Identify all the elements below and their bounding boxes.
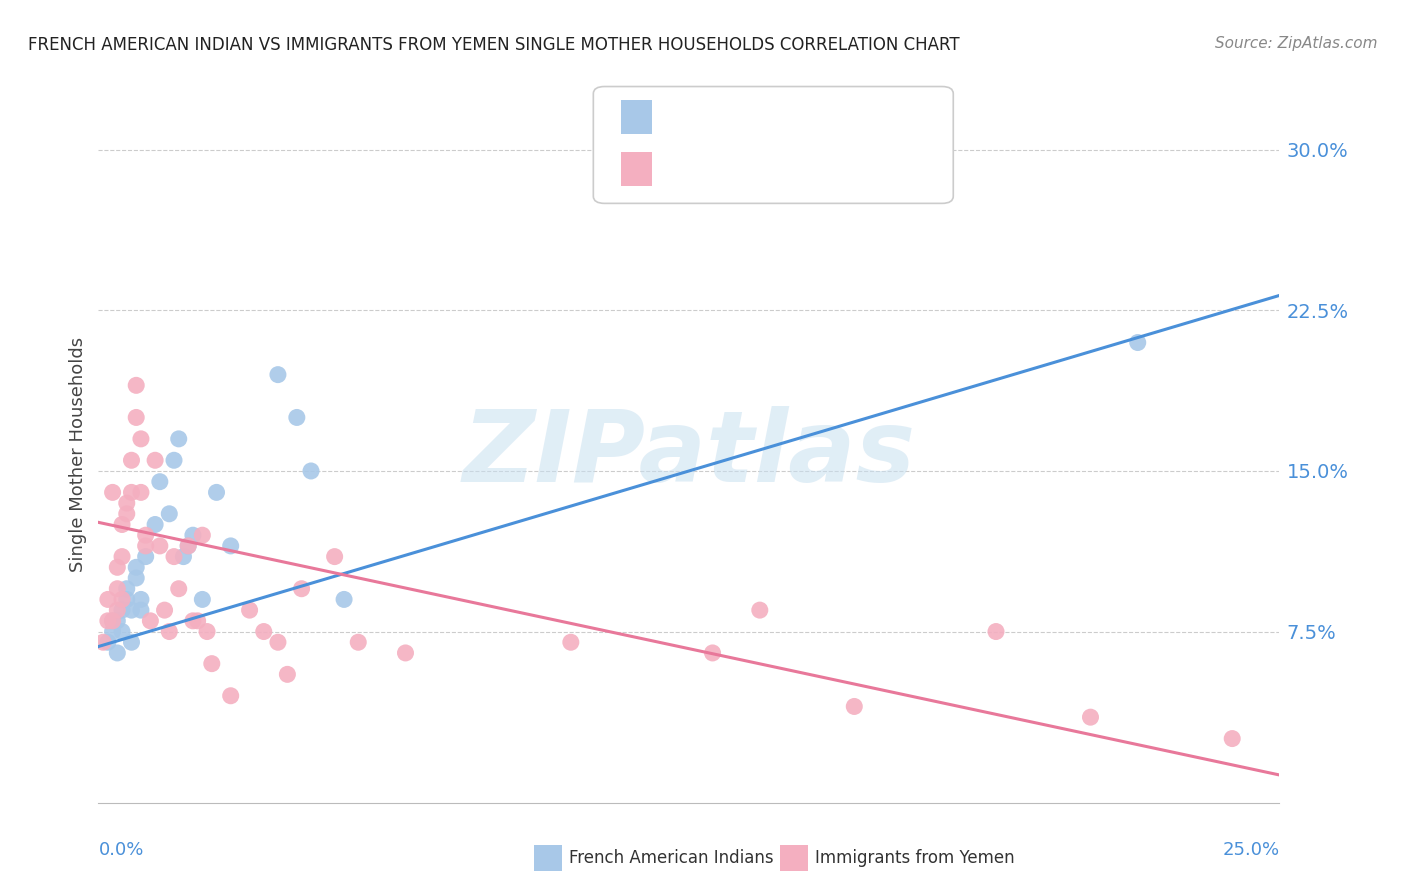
Text: French American Indians: French American Indians <box>569 849 775 867</box>
Point <box>149 475 172 489</box>
Text: Immigrants from Yemen: Immigrants from Yemen <box>815 849 1015 867</box>
Text: 0.0%: 0.0% <box>98 841 143 859</box>
Y-axis label: Single Mother Households: Single Mother Households <box>69 337 87 573</box>
Point <box>748 603 770 617</box>
Point <box>129 432 152 446</box>
Point <box>101 614 124 628</box>
Point <box>219 689 242 703</box>
Point <box>177 539 200 553</box>
Text: N =  50: N = 50 <box>779 159 859 178</box>
Point <box>191 592 214 607</box>
Point <box>125 571 148 585</box>
Point <box>984 624 1007 639</box>
Point <box>143 517 166 532</box>
Point <box>149 539 172 553</box>
Point <box>121 453 143 467</box>
Point <box>394 646 416 660</box>
Point <box>139 614 162 628</box>
Point <box>299 464 322 478</box>
Point <box>121 603 143 617</box>
Point <box>267 635 290 649</box>
Text: N =  32: N = 32 <box>779 107 859 127</box>
Point <box>111 549 134 564</box>
Point <box>276 667 298 681</box>
Point <box>97 635 120 649</box>
Point <box>333 592 356 607</box>
Text: R =  0.497: R = 0.497 <box>664 107 768 127</box>
Point <box>105 603 128 617</box>
Point <box>181 528 204 542</box>
Point <box>129 485 152 500</box>
Point <box>323 549 346 564</box>
Point <box>115 496 138 510</box>
Point <box>253 624 276 639</box>
Point <box>101 614 124 628</box>
Point <box>129 592 152 607</box>
Point <box>702 646 724 660</box>
Point <box>163 453 186 467</box>
Point <box>157 624 180 639</box>
Point <box>135 549 157 564</box>
Point <box>201 657 224 671</box>
Point <box>115 582 138 596</box>
Point <box>135 528 157 542</box>
Point <box>111 624 134 639</box>
Point <box>195 624 218 639</box>
Point <box>153 603 176 617</box>
Point <box>181 614 204 628</box>
Point <box>844 699 866 714</box>
Text: R = -0.328: R = -0.328 <box>664 159 769 178</box>
Point <box>111 592 134 607</box>
Point <box>1126 335 1149 350</box>
Point <box>163 549 186 564</box>
Text: ZIPatlas: ZIPatlas <box>463 407 915 503</box>
Point <box>101 624 124 639</box>
Point <box>157 507 180 521</box>
Point <box>97 614 120 628</box>
Text: Source: ZipAtlas.com: Source: ZipAtlas.com <box>1215 36 1378 51</box>
Point <box>143 453 166 467</box>
Point <box>125 378 148 392</box>
Point <box>105 646 128 660</box>
Point <box>219 539 242 553</box>
Point <box>347 635 370 649</box>
Point <box>205 485 228 500</box>
Point <box>125 560 148 574</box>
Point <box>1220 731 1243 746</box>
Point <box>105 560 128 574</box>
Point <box>167 432 190 446</box>
Point <box>167 582 190 596</box>
Point <box>125 410 148 425</box>
Point <box>191 528 214 542</box>
Point <box>115 592 138 607</box>
Point <box>135 539 157 553</box>
Point <box>285 410 308 425</box>
Point <box>187 614 209 628</box>
Point <box>560 635 582 649</box>
Point <box>129 603 152 617</box>
Point <box>97 592 120 607</box>
Point <box>172 549 194 564</box>
Point <box>290 582 312 596</box>
Point <box>1080 710 1102 724</box>
Text: FRENCH AMERICAN INDIAN VS IMMIGRANTS FROM YEMEN SINGLE MOTHER HOUSEHOLDS CORRELA: FRENCH AMERICAN INDIAN VS IMMIGRANTS FRO… <box>28 36 960 54</box>
Point <box>111 603 134 617</box>
Point <box>91 635 114 649</box>
Point <box>121 485 143 500</box>
Point <box>267 368 290 382</box>
Point <box>121 635 143 649</box>
Point <box>101 485 124 500</box>
Point <box>105 614 128 628</box>
Point <box>115 507 138 521</box>
Point <box>239 603 262 617</box>
Point <box>105 582 128 596</box>
Point <box>111 517 134 532</box>
Point <box>177 539 200 553</box>
Text: 25.0%: 25.0% <box>1222 841 1279 859</box>
